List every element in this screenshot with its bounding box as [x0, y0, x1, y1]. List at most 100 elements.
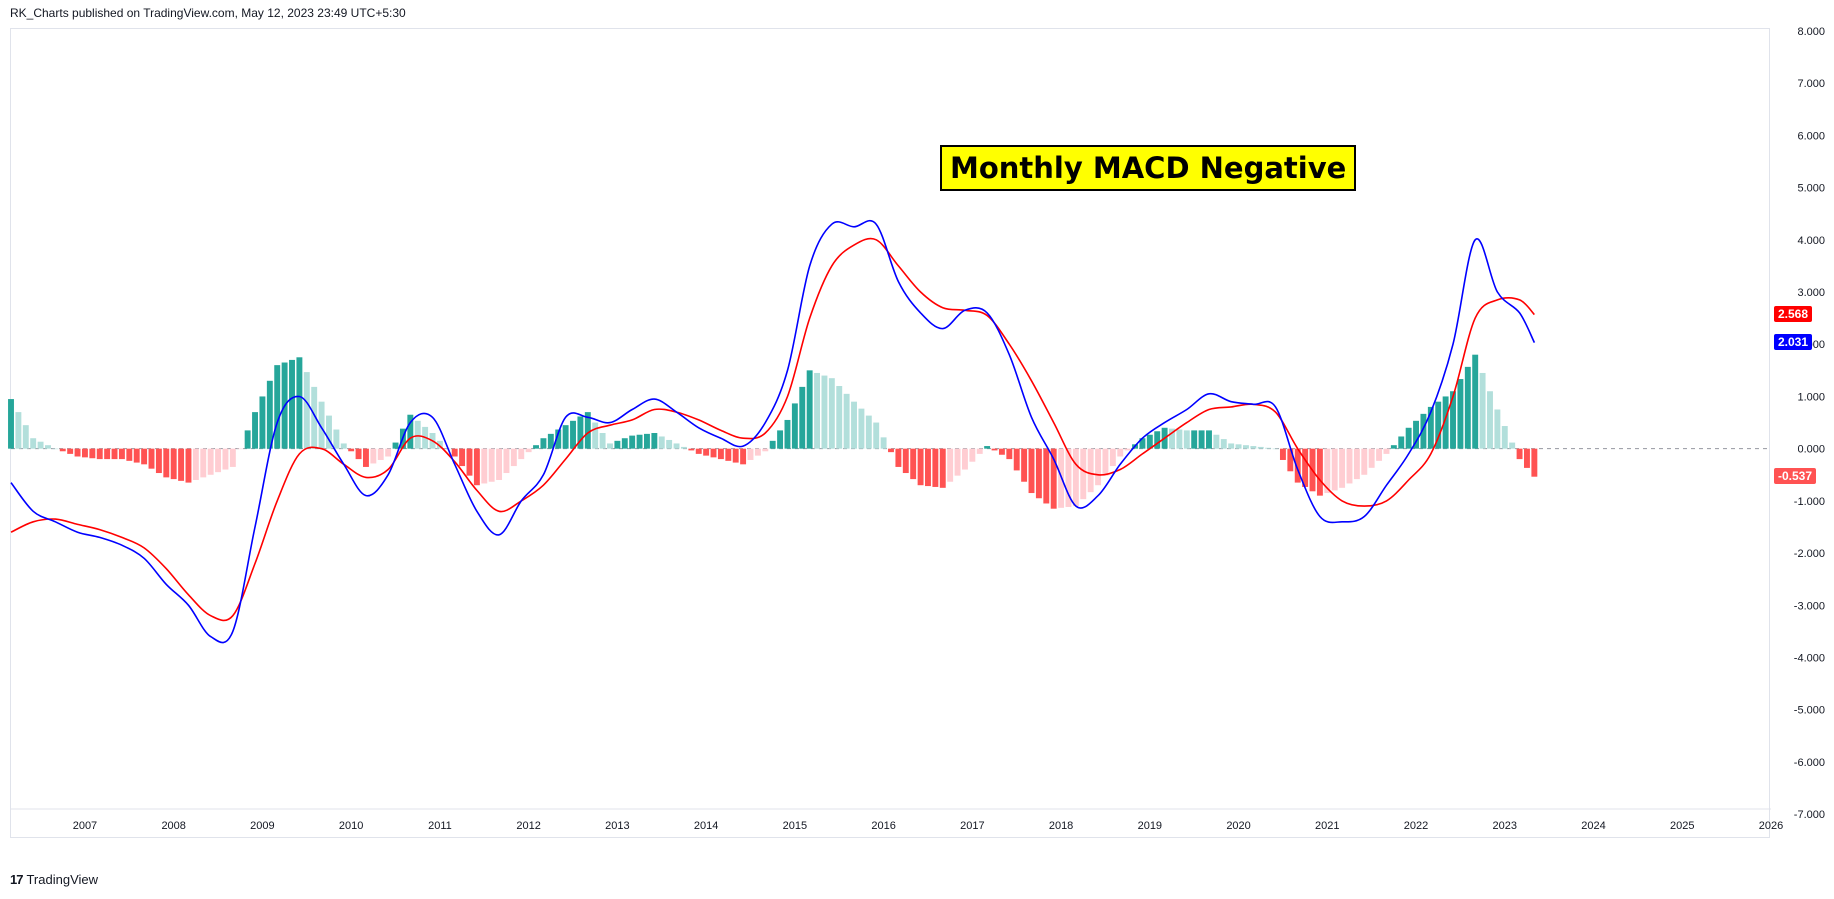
histogram-bar — [888, 448, 894, 453]
histogram-bar — [1302, 448, 1309, 487]
histogram-bar — [496, 448, 503, 480]
histogram-bar — [1279, 448, 1286, 460]
histogram-bar — [984, 446, 991, 449]
y-tick-label: 7.000 — [1797, 78, 1825, 90]
histogram-bar — [1013, 448, 1020, 471]
histogram-bar — [688, 448, 695, 451]
histogram-bar — [111, 448, 118, 460]
histogram-bar — [1405, 427, 1412, 449]
lines-layer — [10, 219, 1536, 644]
histogram-bar — [259, 396, 266, 449]
histogram-bar — [1420, 413, 1427, 449]
histogram-bar — [762, 448, 769, 452]
histogram-bar — [1413, 420, 1419, 449]
histogram-bar — [333, 429, 340, 449]
histogram-bar — [1368, 448, 1375, 468]
histogram-bar — [1257, 446, 1264, 449]
histogram-bar — [1524, 448, 1530, 468]
histogram-bar — [207, 448, 214, 475]
y-tick-label: 3.000 — [1797, 287, 1825, 299]
histogram-bar — [311, 386, 318, 449]
histogram-bar — [74, 448, 81, 457]
histogram-bar — [673, 443, 680, 449]
histogram-bar — [392, 442, 399, 449]
x-tick-label: 2007 — [73, 820, 97, 832]
histogram-bar — [1450, 391, 1456, 449]
histogram-bar — [104, 448, 111, 460]
histogram-bar — [163, 448, 170, 478]
histogram-bar — [1316, 448, 1323, 496]
histogram-bar — [296, 357, 303, 449]
histogram-bar — [1065, 448, 1072, 507]
histogram-bar — [806, 370, 813, 449]
histogram-bar — [695, 448, 702, 454]
histogram-bar — [481, 448, 488, 484]
histogram-bar — [1176, 429, 1183, 449]
histogram-bar — [1021, 448, 1028, 482]
histogram-bar — [30, 438, 37, 449]
histogram-bar — [725, 448, 732, 461]
histogram-bar — [1154, 431, 1161, 449]
histogram-bar — [1087, 448, 1094, 493]
histogram-bar — [828, 378, 835, 449]
histogram-bar — [155, 448, 162, 474]
histogram-bar — [814, 372, 821, 449]
histogram-bar — [222, 448, 229, 470]
histogram-bar — [289, 359, 295, 449]
signal-line — [10, 237, 1535, 622]
tradingview-logo-icon: 17 — [10, 872, 24, 887]
histogram-bar — [1198, 430, 1205, 449]
chart-frame[interactable]: 8.0007.0006.0005.0004.0003.0002.0001.000… — [8, 26, 1825, 839]
histogram-bar — [1124, 448, 1131, 451]
histogram-bar — [436, 440, 443, 449]
y-tick-label: -2.000 — [1794, 548, 1825, 560]
histogram-bar — [1464, 366, 1471, 449]
histogram-bar — [666, 439, 673, 449]
histogram-bar — [118, 448, 125, 460]
y-tick-label: 0.000 — [1797, 444, 1825, 456]
histogram-bar — [126, 448, 133, 461]
histogram-bar — [510, 448, 517, 467]
x-tick-label: 2023 — [1493, 820, 1517, 832]
histogram-bar — [570, 420, 576, 449]
histogram-price-tag: -0.537 — [1774, 467, 1817, 484]
histogram-bar — [185, 448, 192, 483]
histogram-bar — [1213, 434, 1220, 449]
histogram-bar — [998, 448, 1005, 455]
histogram-bar — [1028, 448, 1035, 494]
histogram-bar — [1080, 448, 1087, 500]
histogram-bar — [473, 448, 480, 486]
histogram-bar — [525, 448, 532, 453]
histogram-bar — [1509, 442, 1516, 449]
histogram-bar — [1479, 372, 1486, 449]
histogram-bar — [244, 430, 251, 449]
y-tick-label: -6.000 — [1794, 757, 1825, 769]
macd-chart[interactable]: 8.0007.0006.0005.0004.0003.0002.0001.000… — [8, 26, 1825, 839]
histogram-bar — [1250, 446, 1257, 449]
x-tick-label: 2026 — [1759, 820, 1783, 832]
histogram-bar — [791, 403, 798, 449]
y-tick-label: -1.000 — [1794, 496, 1825, 508]
annotation-label: Monthly MACD Negative — [940, 145, 1357, 191]
histogram-bar — [555, 429, 562, 449]
x-tick-label: 2018 — [1049, 820, 1073, 832]
histogram-bar — [540, 438, 547, 449]
histogram-bar — [215, 448, 222, 473]
histogram-bar — [614, 440, 621, 449]
histogram-bar — [607, 443, 613, 449]
histogram-bar — [67, 448, 74, 454]
histogram-bar — [710, 448, 717, 458]
x-tick-label: 2015 — [783, 820, 807, 832]
histogram-bar — [954, 448, 961, 476]
histogram-bar — [547, 433, 554, 449]
y-tick-label: -7.000 — [1794, 809, 1825, 821]
histogram-bar — [52, 448, 59, 450]
x-tick-label: 2022 — [1404, 820, 1428, 832]
histogram-bar — [1265, 447, 1272, 449]
histogram-bar — [865, 415, 872, 449]
histogram-bar — [1494, 409, 1501, 449]
histogram-bar — [740, 448, 747, 465]
histogram-bar — [81, 448, 88, 458]
histogram-bar — [680, 446, 687, 449]
histogram-bar — [370, 448, 377, 464]
